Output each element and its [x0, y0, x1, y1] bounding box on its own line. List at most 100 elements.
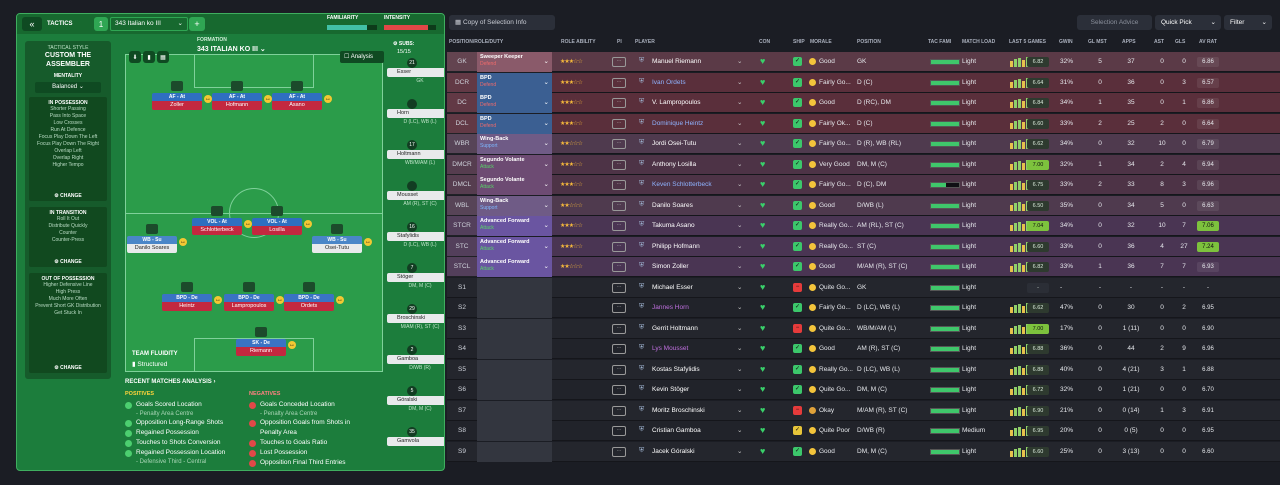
player-name[interactable]: Anthony Losilla	[652, 160, 697, 168]
player-card[interactable]: AF - At Zoller	[152, 81, 202, 117]
table-row[interactable]: S1 ⋯ ⛨ Michael Esser ⌄ ♥ − Quite Go... GK Light - -…	[447, 277, 1280, 298]
table-row[interactable]: WBL Wing-Back Support ⌄ ★★☆☆☆ ⋯ ⛨ Danilo Soares…	[447, 195, 1280, 216]
player-instructions-icon[interactable]: ⋯	[612, 405, 626, 416]
player-name[interactable]: Kevin Stöger	[652, 386, 690, 393]
player-card[interactable]: VOL - At Losilla	[252, 206, 302, 242]
analysis-button[interactable]: ☐ Analysis	[340, 51, 384, 63]
player-name[interactable]: Jacek Góralski	[652, 447, 695, 455]
role-selector[interactable]: BPD Defend ⌄	[477, 113, 552, 134]
player-name[interactable]: Jannes Horn	[652, 304, 689, 311]
player-instructions-icon[interactable]: ⋯	[612, 385, 626, 395]
player-instructions-icon[interactable]: ⋯	[612, 118, 626, 129]
chevron-down-icon[interactable]: ⌄	[737, 406, 743, 414]
chevron-down-icon[interactable]: ⌄	[737, 324, 743, 332]
player-instructions-icon[interactable]: ⋯	[612, 98, 626, 108]
player-card[interactable]: AF - At Asano	[272, 81, 322, 117]
player-card[interactable]: WB - Su Osei-Tutu	[312, 224, 362, 260]
column-header-13[interactable]: APPS	[1122, 39, 1136, 45]
chevron-down-icon[interactable]: ⌄	[737, 242, 743, 250]
table-row[interactable]: DC BPD Defend ⌄ ★★★☆☆ ⋯ ⛨ V. Lampropoulos ⌄ ♥ ✓ Goo…	[447, 93, 1280, 113]
table-row[interactable]: S9 ⋯ ⛨ Jacek Góralski ⌄ ♥ ✓ Good DM, M (C) Light 6…	[447, 441, 1280, 462]
quick-pick-button[interactable]: Quick Pick ⌄	[1155, 15, 1221, 30]
table-row[interactable]: S6 ⋯ ⛨ Kevin Stöger ⌄ ♥ ✓ Quite Go... DM, M (C) L…	[447, 380, 1280, 400]
table-row[interactable]: S4 ⋯ ⛨ Lys Mousset ⌄ ♥ ✓ Good AM (R), ST (C) Ligh…	[447, 339, 1280, 359]
chevron-down-icon[interactable]: ⌄	[737, 365, 743, 373]
player-name[interactable]: Gerrit Holtmann	[652, 324, 698, 332]
player-instructions-icon[interactable]: ⋯	[612, 180, 626, 190]
player-instructions-icon[interactable]: ⋯	[612, 159, 626, 170]
player-name[interactable]: Ivan Ordets	[652, 78, 686, 86]
column-header-9[interactable]: MATCH LOAD	[962, 39, 996, 45]
role-selector[interactable]: Sweeper Keeper Defend ⌄	[477, 52, 552, 72]
player-instructions-icon[interactable]: ⋯	[612, 446, 626, 457]
table-row[interactable]: DMCL Segundo Volante Attack ⌄ ★★★☆☆ ⋯ ⛨ Keven S…	[447, 175, 1280, 195]
table-row[interactable]: S7 ⋯ ⛨ Moritz Broschinski ⌄ ♥ − Okay M/AM (R), S…	[447, 400, 1280, 421]
table-row[interactable]: DCL BPD Defend ⌄ ★★★☆☆ ⋯ ⛨ Dominique Heintz ⌄ ♥ ✓ F…	[447, 113, 1280, 134]
sub-player[interactable]: 35 Gamvola	[387, 427, 444, 446]
role-selector[interactable]: Advanced Forward Attack ⌄	[477, 236, 552, 257]
player-instructions-icon[interactable]: ⋯	[612, 303, 626, 313]
sub-player[interactable]: 16 Stafylidis D (LC), WB (L)	[387, 222, 444, 249]
player-name[interactable]: Takuma Asano	[652, 222, 695, 229]
role-selector[interactable]: Advanced Forward Attack ⌄	[477, 216, 552, 236]
table-row[interactable]: S2 ⋯ ⛨ Jannes Horn ⌄ ♥ ✓ Fairly Go... D (LC), WB…	[447, 298, 1280, 318]
role-selector[interactable]: Wing-Back Support ⌄	[477, 195, 552, 216]
player-name[interactable]: Michael Esser	[652, 283, 693, 291]
analysis-title[interactable]: RECENT MATCHES ANALYSIS ›	[125, 379, 216, 385]
chevron-down-icon[interactable]: ⌄	[737, 78, 743, 86]
chevron-down-icon[interactable]: ⌄	[737, 222, 743, 229]
column-header-12[interactable]: GL MST	[1088, 39, 1107, 45]
column-header-1[interactable]: ROLE ABILITY	[561, 39, 596, 45]
role-selector[interactable]: Advanced Forward Attack ⌄	[477, 257, 552, 277]
sub-player[interactable]: 29 Broschinski M/AM (R), ST (C)	[387, 304, 444, 331]
player-name[interactable]: Cristian Gamboa	[652, 427, 701, 434]
chevron-down-icon[interactable]: ⌄	[737, 119, 743, 127]
player-instructions-icon[interactable]: ⋯	[612, 364, 626, 375]
column-header-14[interactable]: AST	[1154, 39, 1164, 45]
table-row[interactable]: DCR BPD Defend ⌄ ★★★☆☆ ⋯ ⛨ Ivan Ordets ⌄ ♥ ✓ Fairly…	[447, 72, 1280, 93]
column-header-4[interactable]: CON	[759, 39, 771, 45]
player-name[interactable]: Manuel Riemann	[652, 58, 702, 65]
chevron-down-icon[interactable]: ⌄	[737, 140, 743, 147]
player-card[interactable]: BPD - De Heintz	[162, 282, 212, 318]
add-tactic-button[interactable]: +	[189, 17, 205, 31]
table-row[interactable]: S8 ⋯ ⛨ Cristian Gamboa ⌄ ♥ ✓ Quite Poor D/WB (R)…	[447, 421, 1280, 441]
back-button[interactable]: «	[22, 17, 42, 31]
table-row[interactable]: STCL Advanced Forward Attack ⌄ ★★☆☆☆ ⋯ ⛨ Simon …	[447, 257, 1280, 277]
tactic-slot-button[interactable]: 1	[94, 17, 108, 31]
table-row[interactable]: GK Sweeper Keeper Defend ⌄ ★★★☆☆ ⋯ ⛨ Manuel Rie…	[447, 52, 1280, 72]
player-instructions-icon[interactable]: ⋯	[612, 241, 626, 252]
player-name[interactable]: Simon Zoller	[652, 263, 689, 270]
chevron-down-icon[interactable]: ⌄	[737, 181, 743, 188]
player-card[interactable]: BPD - De Lampropoulos	[224, 282, 274, 318]
chevron-down-icon[interactable]: ⌄	[737, 201, 743, 209]
chevron-down-icon[interactable]: ⌄	[737, 427, 743, 434]
player-name[interactable]: Dominique Heintz	[652, 119, 704, 127]
download-icon[interactable]: ⬇	[129, 51, 141, 63]
column-header-3[interactable]: PLAYER	[635, 39, 655, 45]
table-row[interactable]: STC Advanced Forward Attack ⌄ ★★★☆☆ ⋯ ⛨ Philipp…	[447, 236, 1280, 257]
change-out-of-possession-button[interactable]: ⚙ CHANGE	[54, 365, 82, 371]
sub-player[interactable]: 17 Holtmann WB/M/AM (L)	[387, 140, 444, 167]
player-instructions-icon[interactable]: ⋯	[612, 221, 626, 231]
player-instructions-icon[interactable]: ⋯	[612, 262, 626, 272]
chevron-down-icon[interactable]: ⌄	[737, 58, 743, 65]
player-card[interactable]: BPD - De Ordets	[284, 282, 334, 318]
table-row[interactable]: STCR Advanced Forward Attack ⌄ ★★★☆☆ ⋯ ⛨ Takuma…	[447, 216, 1280, 236]
column-header-16[interactable]: AV RAT	[1199, 39, 1217, 45]
chevron-down-icon[interactable]: ⌄	[737, 345, 743, 352]
formation-dropdown[interactable]: 343 ITALIAN KO III ⌄	[197, 46, 266, 53]
player-instructions-icon[interactable]: ⋯	[612, 139, 626, 149]
sub-player[interactable]: 21 Esser GK	[387, 58, 444, 85]
filter-button[interactable]: Filter ⌄	[1224, 15, 1272, 30]
table-row[interactable]: S3 ⋯ ⛨ Gerrit Holtmann ⌄ ♥ − Quite Go... WB/M/AM…	[447, 318, 1280, 339]
player-name[interactable]: V. Lampropoulos	[652, 99, 701, 106]
column-header-10[interactable]: LAST 5 GAMES	[1009, 39, 1046, 45]
tactic-name-dropdown[interactable]: 343 Italian ko III ⌄	[110, 17, 188, 31]
selection-advice-button[interactable]: Selection Advice	[1077, 15, 1152, 30]
role-selector[interactable]: Segundo Volante Attack ⌄	[477, 154, 552, 175]
table-row[interactable]: S5 ⋯ ⛨ Kostas Stafylidis ⌄ ♥ ✓ Really Go... D (L…	[447, 359, 1280, 380]
change-possession-button[interactable]: ⚙ CHANGE	[54, 193, 82, 199]
player-name[interactable]: Philipp Hofmann	[652, 242, 700, 250]
change-transition-button[interactable]: ⚙ CHANGE	[54, 259, 82, 265]
